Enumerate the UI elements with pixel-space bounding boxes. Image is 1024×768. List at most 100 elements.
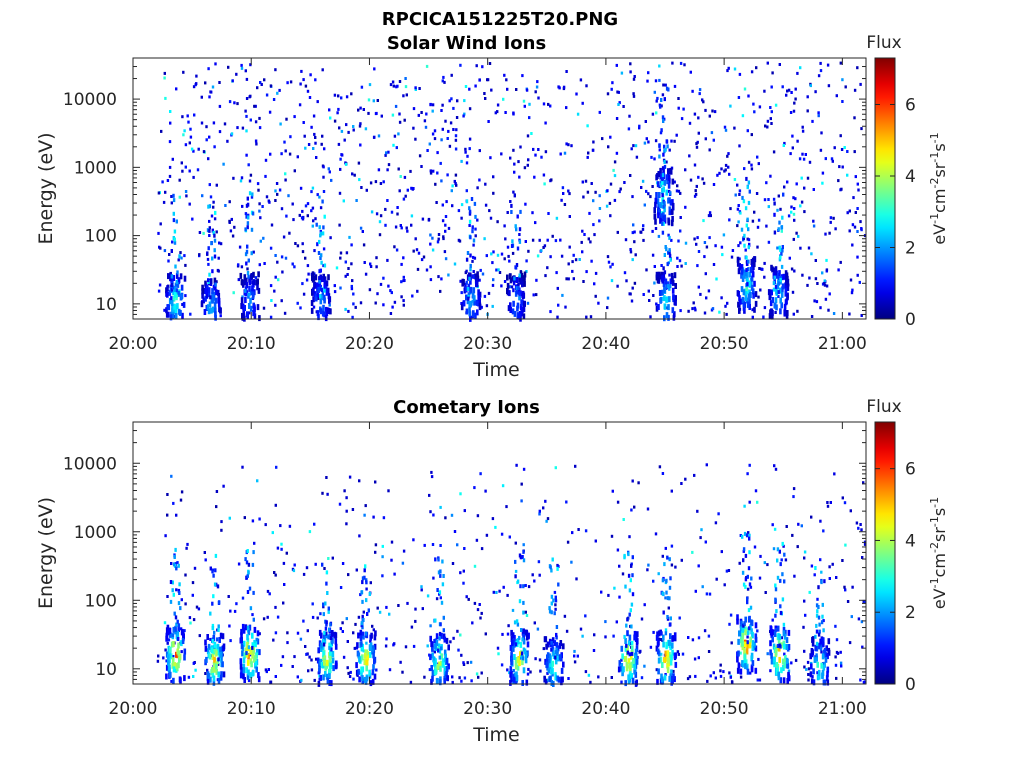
flux-cell (584, 670, 588, 674)
flux-cell (501, 632, 504, 636)
flux-cell (173, 229, 177, 234)
flux-cell (536, 627, 540, 631)
flux-cell (632, 92, 635, 96)
flux-cell (369, 265, 373, 268)
flux-cell (214, 553, 218, 558)
flux-cell (495, 268, 498, 272)
flux-cell (515, 675, 519, 682)
flux-cell (815, 655, 818, 662)
flux-cell (657, 271, 661, 278)
flux-cell (539, 669, 542, 673)
flux-cell (430, 678, 433, 685)
flux-cell (783, 309, 786, 316)
flux-cell (663, 206, 666, 213)
flux-cell (274, 503, 277, 507)
flux-cell (377, 134, 381, 138)
flux-cell (622, 666, 625, 673)
flux-cell (611, 81, 614, 85)
flux-cell (319, 612, 322, 616)
flux-cell (837, 179, 840, 183)
flux-cell (754, 667, 758, 674)
flux-cell (172, 562, 176, 567)
flux-cell (385, 151, 388, 155)
flux-cell (667, 87, 670, 92)
flux-cell (853, 225, 857, 229)
flux-cell (428, 668, 432, 672)
flux-cell (351, 508, 355, 511)
flux-cell (619, 665, 622, 672)
flux-cell (819, 61, 822, 65)
flux-cell (591, 148, 595, 152)
flux-cell (849, 509, 852, 513)
flux-cell (727, 569, 731, 572)
flux-cell (175, 280, 178, 284)
flux-cell (704, 540, 707, 544)
flux-cell (306, 264, 310, 268)
flux-cell (748, 298, 751, 305)
flux-cell (703, 311, 707, 315)
flux-cell (658, 64, 661, 68)
flux-cell (555, 625, 559, 629)
flux-cell (477, 289, 480, 296)
flux-cell (787, 671, 790, 678)
flux-cell (209, 278, 213, 285)
flux-cell (330, 680, 333, 687)
flux-cell (346, 640, 349, 643)
flux-cell (729, 613, 733, 617)
flux-cell (412, 187, 415, 190)
flux-cell (775, 272, 779, 279)
flux-cell (534, 90, 537, 94)
flux-cell (357, 652, 361, 659)
flux-cell (773, 302, 777, 309)
flux-cell (414, 619, 417, 623)
flux-cell (661, 230, 665, 235)
flux-cell (746, 301, 750, 308)
flux-cell (241, 303, 245, 310)
flux-cell (521, 629, 525, 636)
flux-cell (693, 473, 696, 477)
flux-cell (522, 313, 526, 320)
flux-cell (246, 673, 250, 680)
flux-cell (264, 158, 268, 162)
flux-cell (838, 165, 841, 169)
flux-cell (525, 634, 529, 641)
flux-cell (347, 130, 350, 134)
flux-cell (233, 101, 236, 105)
flux-cell (423, 543, 426, 547)
flux-cell (244, 69, 247, 73)
flux-cell (780, 264, 784, 269)
flux-cell (725, 569, 729, 573)
flux-cell (451, 184, 454, 188)
flux-cell (284, 149, 287, 153)
flux-cell (175, 272, 179, 279)
flux-cell (707, 650, 711, 653)
flux-cell (536, 80, 539, 84)
flux-cell (551, 647, 555, 654)
flux-cell (179, 498, 183, 502)
flux-cell (251, 293, 255, 299)
flux-cell (779, 247, 782, 252)
flux-cell (660, 652, 663, 656)
flux-cell (819, 306, 822, 310)
flux-cell (508, 290, 511, 297)
flux-cell (518, 233, 521, 236)
flux-cell (773, 656, 776, 663)
flux-cell (468, 310, 472, 317)
flux-cell (491, 517, 495, 521)
flux-cell (752, 102, 755, 106)
flux-cell (349, 670, 352, 674)
flux-cell (522, 549, 525, 554)
flux-cell (220, 528, 223, 532)
flux-cell (361, 631, 365, 638)
flux-cell (742, 199, 746, 204)
flux-cell (387, 489, 390, 493)
flux-cell (537, 148, 540, 151)
flux-cell (228, 219, 231, 223)
flux-cell (361, 678, 364, 685)
flux-cell (821, 653, 825, 660)
flux-cell (426, 594, 430, 598)
flux-cell (175, 588, 178, 592)
flux-cell (661, 93, 665, 97)
flux-cell (283, 140, 286, 144)
flux-cell (851, 288, 854, 292)
